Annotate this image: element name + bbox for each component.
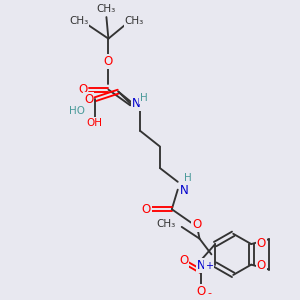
Text: CH₃: CH₃ [69,16,88,26]
Text: CH₃: CH₃ [157,219,176,229]
Text: N: N [197,259,206,272]
Text: H: H [184,173,191,183]
Text: O: O [141,203,151,216]
Text: O: O [104,55,113,68]
Text: O: O [256,237,266,250]
Text: CH₃: CH₃ [97,4,116,14]
Text: +: + [205,261,213,271]
Text: N: N [180,184,188,197]
Text: O: O [84,93,93,106]
Text: -: - [207,288,211,298]
Text: O: O [192,218,201,231]
Text: N: N [132,97,140,110]
Text: OH: OH [86,118,103,128]
Text: CH₃: CH₃ [124,16,144,26]
Text: O: O [78,83,87,96]
Text: O: O [197,285,206,298]
Text: O: O [179,254,188,267]
Text: H: H [140,94,148,103]
Text: HO: HO [69,106,85,116]
Text: O: O [256,259,266,272]
